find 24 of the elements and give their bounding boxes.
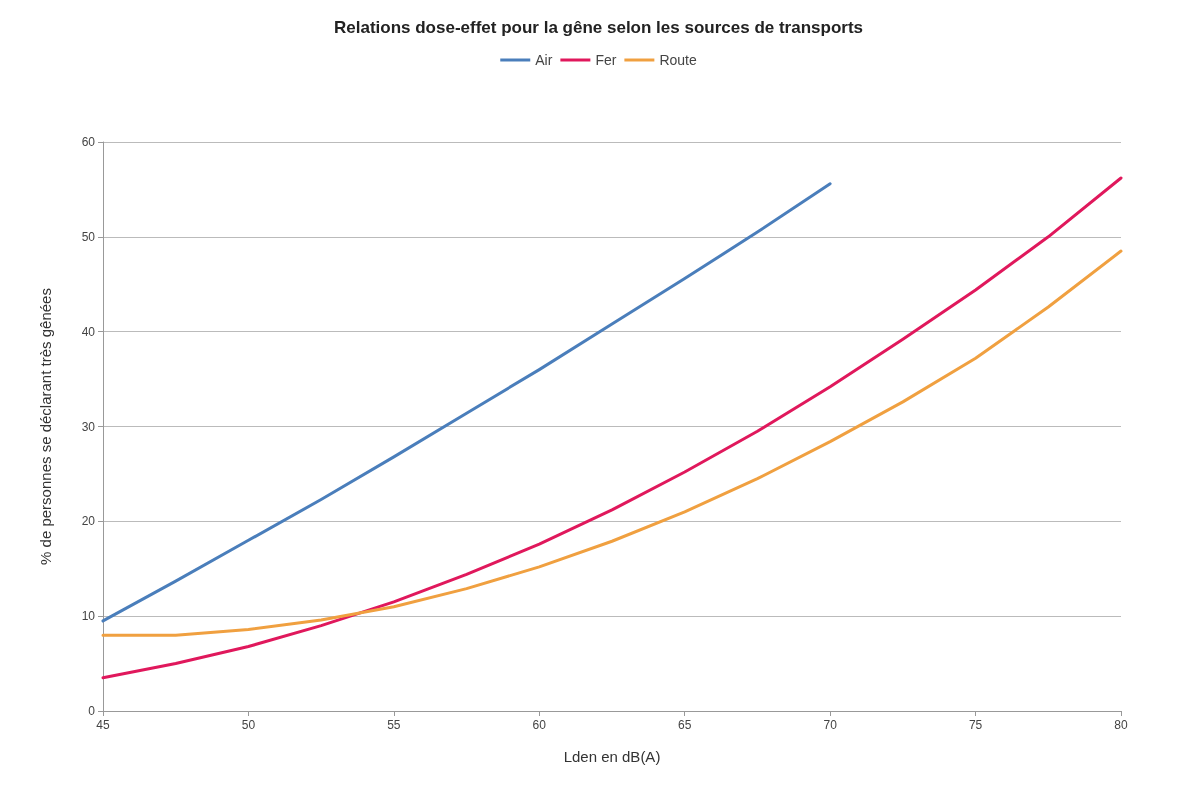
line-series [101,249,1123,637]
legend-label: Air [535,52,553,68]
x-tick-label: 75 [968,718,983,732]
x-tick-label: 70 [823,718,838,732]
x-tick-label: 80 [1114,718,1128,732]
legend-label: Route [659,52,697,68]
x-axis-title: Lden en dB(A) [563,748,661,765]
line-series [101,182,832,623]
line-series [101,176,1123,680]
x-tick-label: 60 [532,718,547,732]
x-tick-label: 45 [96,718,110,732]
y-axis-title: % de personnes se déclarant très gênées [37,288,54,565]
y-tick-label: 60 [81,135,96,149]
chart-title: Relations dose-effet pour la gêne selon les sources de transports [333,18,864,37]
legend-label: Fer [595,52,617,68]
y-tick-label: 10 [81,609,96,624]
y-tick-label: 30 [81,419,96,434]
y-tick-label: 40 [81,324,96,339]
x-tick-label: 55 [387,718,401,732]
y-tick-label: 50 [81,229,96,244]
x-tick-label: 65 [678,718,692,732]
y-tick-label: 0 [88,704,96,718]
x-tick-label: 50 [241,718,256,732]
y-tick-label: 20 [81,514,96,529]
